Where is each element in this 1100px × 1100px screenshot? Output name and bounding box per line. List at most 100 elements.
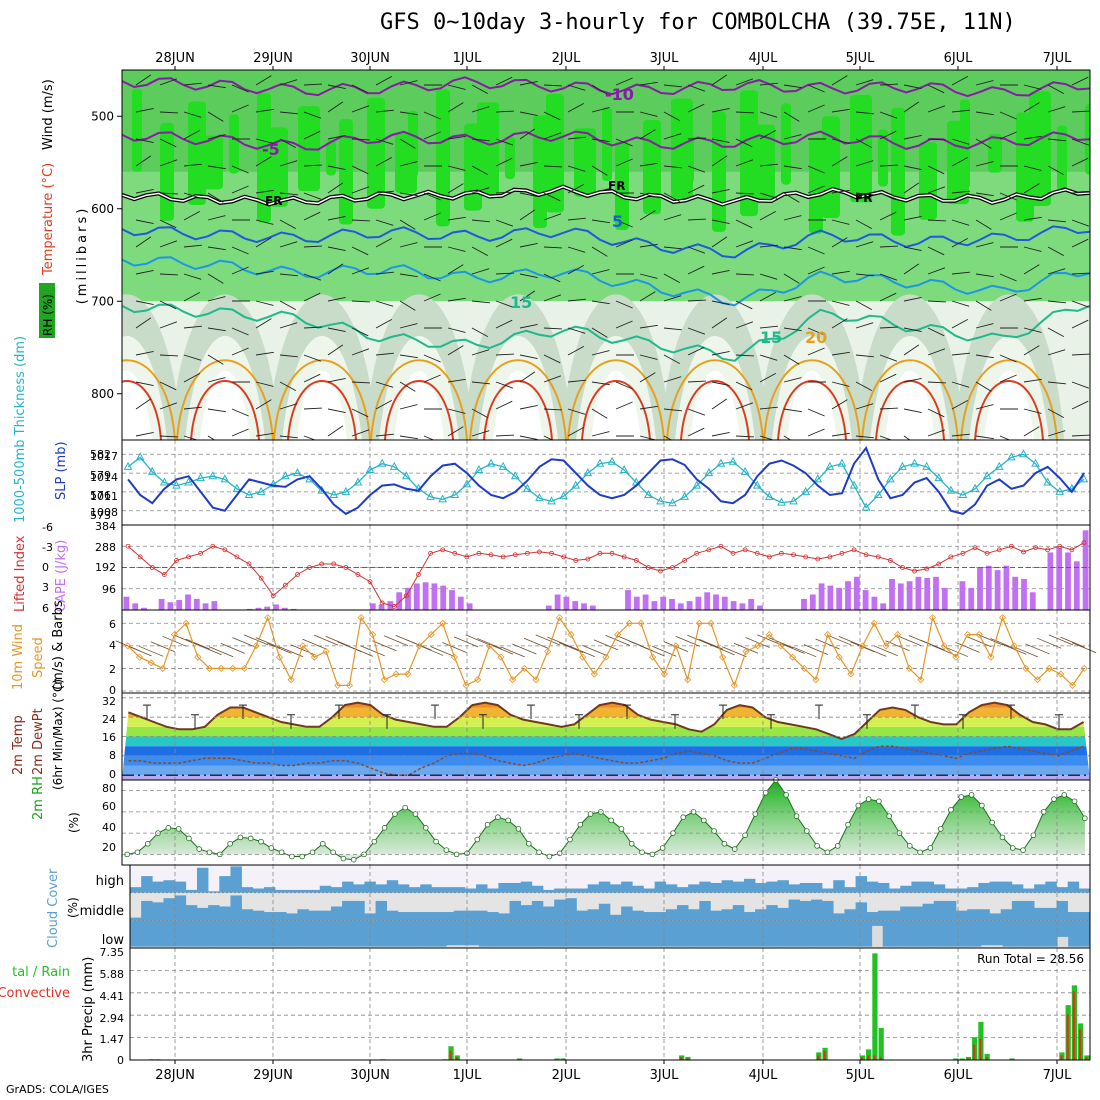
lifted-index-point xyxy=(718,543,724,549)
upper-wind-barb xyxy=(879,245,898,248)
ytick-lifted: 3 xyxy=(42,581,49,594)
thickness-point xyxy=(861,502,871,511)
upper-wind-barb xyxy=(639,210,656,221)
upper-wind-barb xyxy=(303,407,322,410)
surface-wind-barb xyxy=(220,642,245,654)
rh-saturated-cell xyxy=(533,115,547,229)
upper-wind-barb xyxy=(831,381,850,387)
upper-wind-barb xyxy=(399,354,418,359)
upper-wind-barb xyxy=(207,246,226,251)
upper-wind-barb xyxy=(375,381,394,388)
rh-saturated-cell xyxy=(684,132,694,183)
wind-speed-point xyxy=(147,659,155,667)
surface-wind-barb xyxy=(302,638,327,650)
upper-wind-barb xyxy=(519,242,538,248)
cape-bar xyxy=(994,570,1001,610)
upper-wind-barb xyxy=(759,325,778,329)
upper-wind-barb xyxy=(663,295,682,302)
lifted-index-point xyxy=(1033,545,1038,551)
upper-wind-barb xyxy=(1047,408,1065,419)
upper-wind-barb xyxy=(591,107,610,113)
ylabel-rh: RH (%) xyxy=(41,294,55,336)
cloud-cell-high xyxy=(375,884,388,893)
upper-wind-barb xyxy=(951,190,970,194)
rh2m-point xyxy=(340,855,347,862)
upper-wind-barb xyxy=(183,325,202,329)
xtick-top-1JUL: 1JUL xyxy=(453,51,483,66)
cloud-cell-high xyxy=(453,887,466,893)
upper-wind-barb xyxy=(951,109,970,113)
wind-speed-point xyxy=(520,664,528,672)
upper-wind-barb xyxy=(735,435,754,438)
upper-wind-barb xyxy=(711,398,728,410)
cloud-cell-low xyxy=(686,920,698,947)
upper-wind-barb xyxy=(903,165,922,171)
upper-wind-barb xyxy=(759,244,778,248)
upper-wind-barb xyxy=(375,433,394,437)
upper-wind-barb xyxy=(663,435,673,440)
rh2m-point xyxy=(268,845,275,851)
upper-wind-barb xyxy=(951,399,969,410)
upper-wind-barb xyxy=(855,219,873,230)
upper-wind-barb xyxy=(543,165,562,168)
wind-speed-point xyxy=(614,631,622,639)
cloud-cell-low xyxy=(1046,920,1058,947)
cape-bar xyxy=(809,594,816,610)
cape-bar xyxy=(1073,561,1080,610)
surface-wind-barb xyxy=(1025,643,1050,655)
lifted-index-point xyxy=(137,554,143,560)
upper-wind-barb xyxy=(975,381,992,392)
thickness-point xyxy=(801,486,810,495)
wind-speed-point xyxy=(1057,670,1065,678)
cape-bar xyxy=(897,583,904,610)
cape-bar xyxy=(431,583,438,610)
cloud-cell-low xyxy=(239,920,251,947)
precip-convective-bar xyxy=(455,1056,458,1060)
upper-wind-barb xyxy=(687,184,705,194)
rh2m-point xyxy=(1061,792,1068,798)
ytick-thickness: 579 xyxy=(90,469,111,482)
upper-wind-barb xyxy=(927,84,945,94)
rh2m-point xyxy=(1082,815,1088,822)
surface-wind-barb xyxy=(838,636,864,647)
upper-wind-barb xyxy=(303,326,322,329)
ytick-lifted: -3 xyxy=(42,541,53,554)
cloud-cell-low xyxy=(479,920,491,947)
lifted-index-point xyxy=(645,565,651,570)
ytick-wind: 6 xyxy=(109,618,116,631)
cloud-cell-middle xyxy=(554,899,566,921)
upper-wind-barb xyxy=(543,213,562,221)
cloud-cell-low xyxy=(380,920,393,947)
wind-speed-point xyxy=(789,653,797,661)
rh2m-point xyxy=(721,840,728,847)
rh2m-point xyxy=(422,825,429,831)
wind-speed-point xyxy=(672,642,680,650)
cloud-cell-low xyxy=(980,920,993,946)
rh2m-point xyxy=(309,849,316,856)
upper-wind-barb xyxy=(855,300,873,311)
rh-saturated-cell xyxy=(878,129,888,187)
cloud-cell-middle xyxy=(565,898,577,921)
rh2m-point xyxy=(175,826,182,832)
cloud-cell-middle xyxy=(275,912,287,921)
ylabel-wind-2: Speed xyxy=(31,637,46,678)
cloud-cell-high xyxy=(610,884,622,893)
cloud-cell-low xyxy=(860,920,873,947)
upper-wind-barb xyxy=(495,76,513,86)
upper-wind-barb xyxy=(975,192,994,197)
upper-wind-barb xyxy=(543,354,561,364)
upper-wind-barb xyxy=(903,296,922,302)
lifted-index-point xyxy=(561,554,567,560)
wind-speed-point xyxy=(264,614,272,622)
ytick-lifted: 6 xyxy=(42,602,49,615)
cloud-cell-middle xyxy=(196,907,209,921)
cloud-cell-high xyxy=(353,884,365,893)
cloud-cell-low xyxy=(599,920,611,947)
wind-speed-point xyxy=(660,670,668,678)
surface-wind-barb xyxy=(593,639,619,651)
cape-bar xyxy=(1065,552,1071,610)
rh2m-point xyxy=(556,850,563,857)
rh2m-point xyxy=(937,826,944,832)
surface-wind-barb xyxy=(453,636,479,648)
cape-bar xyxy=(880,603,887,610)
